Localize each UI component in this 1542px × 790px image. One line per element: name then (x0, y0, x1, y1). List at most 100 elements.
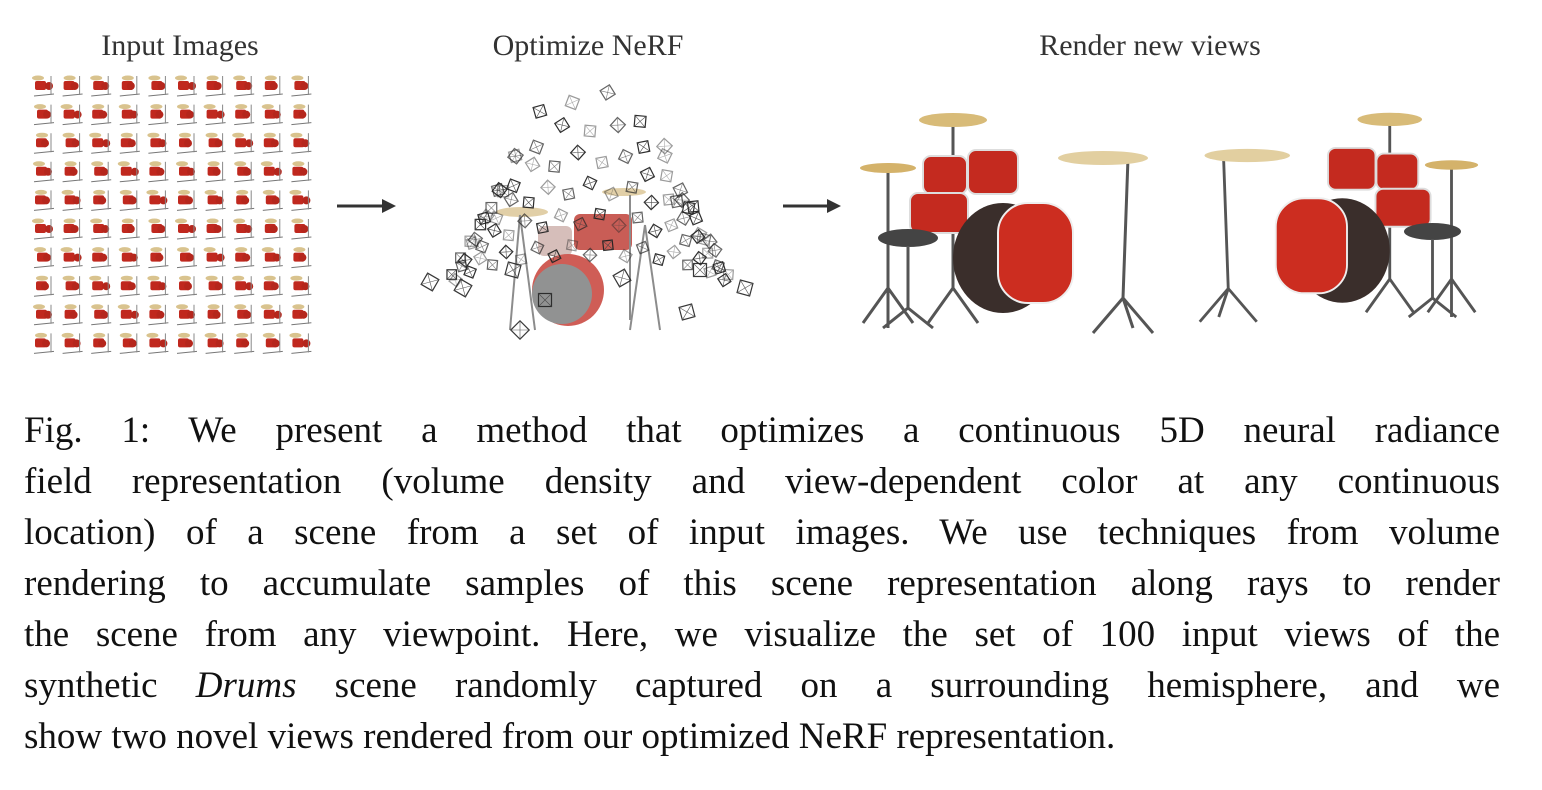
camera-rays (648, 224, 663, 238)
cymbal (263, 275, 276, 281)
drum (215, 339, 224, 348)
drum (70, 82, 79, 90)
camera-frame (457, 252, 473, 269)
camera (446, 269, 458, 280)
thumbnail (33, 132, 55, 154)
thumbnail (33, 275, 55, 297)
drum (129, 253, 138, 262)
drum (45, 225, 53, 233)
camera-frame (711, 259, 726, 273)
camera (420, 272, 440, 292)
camera-rays (487, 259, 498, 271)
camera-rays (463, 265, 477, 279)
camera (528, 139, 545, 155)
camera-frame (537, 292, 553, 308)
camera-frame (517, 213, 533, 229)
camera-frame (617, 148, 634, 165)
cymbal (175, 75, 187, 81)
drum (302, 196, 311, 205)
camera (455, 259, 469, 273)
camera-frame (522, 196, 535, 209)
camera-rays (667, 245, 681, 259)
drum (292, 195, 304, 205)
drum (69, 310, 78, 319)
camera-frame (446, 269, 458, 280)
camera-rays (565, 95, 580, 110)
cymbal (236, 189, 249, 195)
camera (553, 207, 569, 223)
camera-frame (703, 265, 717, 279)
cymbal (235, 247, 248, 253)
thumbnail (91, 247, 112, 269)
arrow (337, 199, 841, 213)
camera-frame (474, 218, 487, 231)
thumbnail (260, 304, 283, 326)
drum (73, 253, 82, 262)
camera-frame (564, 94, 581, 111)
cymbal (148, 75, 161, 81)
cymbal (204, 332, 217, 338)
thumbnail (119, 218, 140, 240)
cymbal (91, 304, 104, 310)
thumbnail (291, 161, 312, 183)
cymbal (177, 247, 189, 253)
drum (159, 339, 168, 348)
camera (664, 218, 679, 233)
cymbal (63, 75, 76, 81)
stand (882, 246, 934, 330)
camera-frame (455, 259, 469, 273)
thumbnail (176, 332, 198, 354)
camera-frame (562, 187, 576, 201)
camera-frame (490, 182, 506, 198)
thumbnail (91, 304, 112, 326)
camera-rays (473, 251, 487, 265)
camera-frame (488, 210, 504, 226)
camera-rays (682, 259, 693, 270)
drum (44, 310, 52, 319)
thumbnail (205, 218, 226, 240)
cymbal (64, 161, 77, 167)
camera-frame (524, 156, 541, 173)
camera-frame (618, 248, 633, 264)
camera-rays (660, 169, 673, 182)
thumbnail (262, 189, 283, 211)
camera-rays (692, 251, 707, 265)
camera (666, 244, 682, 260)
cymbal (1357, 112, 1423, 127)
thumbnail (147, 275, 169, 297)
camera (692, 250, 708, 266)
thumbnail (291, 247, 312, 269)
camera (599, 84, 617, 101)
cymbal (176, 304, 188, 310)
camera-rays (507, 148, 524, 164)
camera-frame (599, 84, 617, 101)
camera (636, 140, 651, 155)
camera-frame (503, 191, 519, 208)
drum (120, 309, 132, 319)
cymbal (92, 247, 105, 253)
thumbnail (176, 189, 198, 211)
drum (574, 214, 632, 250)
panel-label: Optimize NeRF (493, 29, 684, 62)
drum (72, 196, 81, 205)
camera-rays (477, 211, 491, 225)
stand (1198, 155, 1258, 323)
cymbal (293, 104, 306, 110)
camera-frame (678, 303, 696, 321)
camera (612, 268, 632, 288)
camera-frame (569, 144, 587, 161)
thumbnail (291, 75, 312, 97)
drum-kit (1198, 112, 1479, 323)
thumbnail (146, 332, 169, 354)
caption-text: show two novel views rendered from our o… (24, 716, 1116, 757)
drum-kit (496, 188, 661, 331)
camera-rays (690, 229, 705, 244)
drum (130, 167, 139, 176)
cymbal (260, 304, 273, 310)
thumbnail (89, 132, 112, 154)
camera-rays (584, 125, 596, 137)
thumbnail (290, 275, 312, 297)
drum (99, 110, 108, 119)
drum (93, 81, 105, 90)
cymbal (92, 104, 105, 110)
